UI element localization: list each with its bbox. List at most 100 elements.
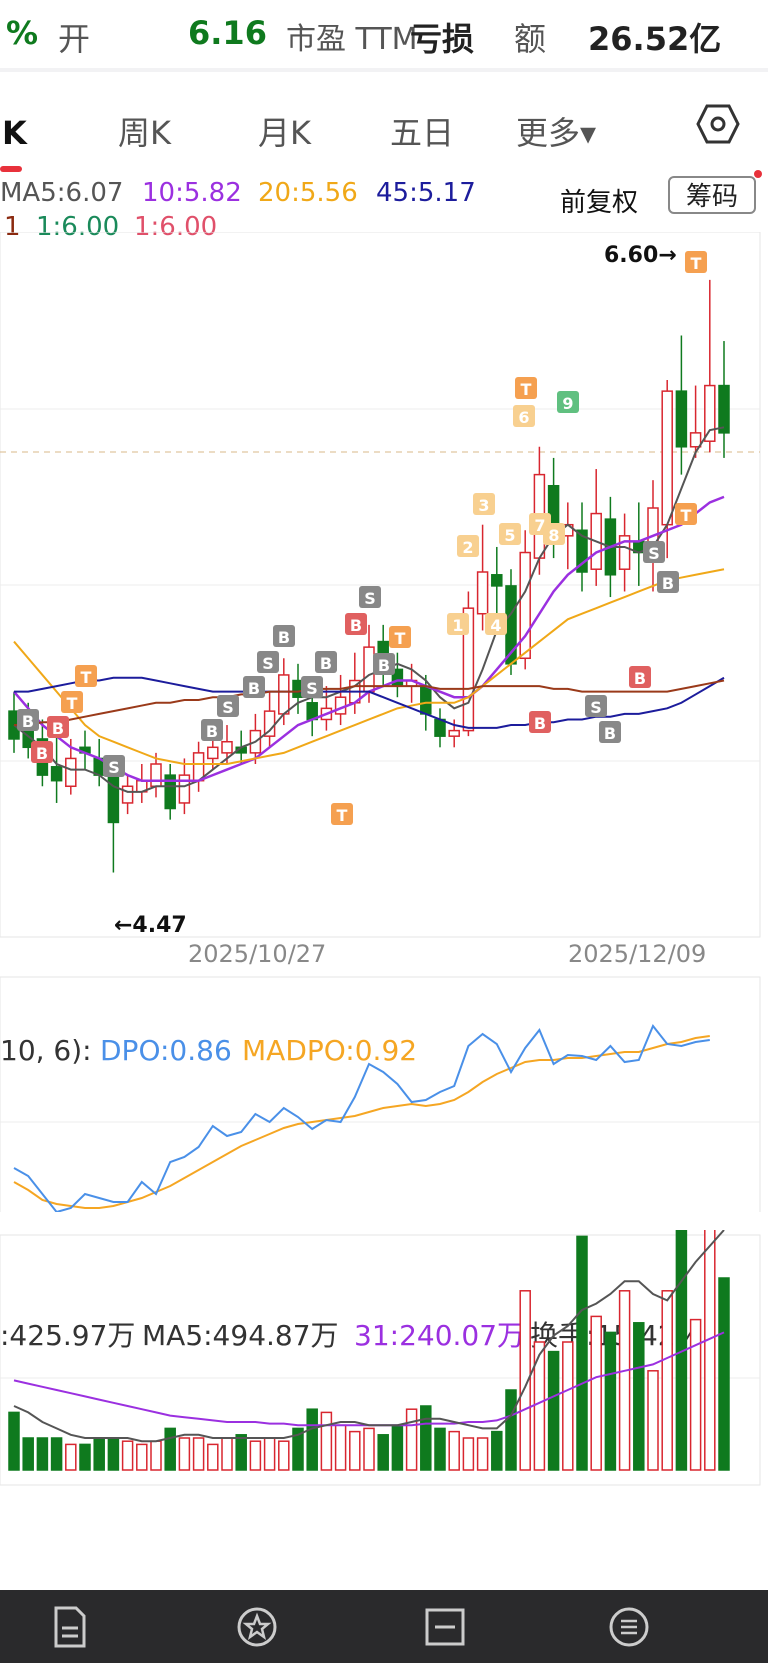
bottom-nav: [0, 1590, 768, 1663]
svg-text:B: B: [206, 722, 218, 741]
dpo-chart[interactable]: [0, 972, 768, 1212]
candle-body: [519, 551, 531, 660]
candle-body: [107, 774, 120, 824]
svg-text:T: T: [691, 254, 702, 273]
volume-bar: [334, 1424, 347, 1471]
signal-badge: S: [359, 586, 381, 608]
signal-badge: T: [515, 377, 537, 399]
price-chart[interactable]: B BBBSBSBSBBSBSBSBBBSTTTTTTT1234567896.60…: [0, 232, 768, 972]
minus-box-icon[interactable]: [422, 1604, 468, 1650]
line2-c: 1:6.00: [134, 212, 218, 242]
volume-chart[interactable]: [0, 1230, 768, 1490]
candle-body: [576, 529, 588, 573]
svg-text:B: B: [378, 656, 390, 675]
volume-bar: [377, 1434, 389, 1471]
ma-brown-line: [14, 679, 725, 727]
svg-text:B: B: [604, 724, 616, 743]
svg-text:S: S: [222, 698, 234, 717]
volume-bar: [36, 1437, 49, 1471]
svg-text:B: B: [534, 714, 546, 733]
candle-body: [476, 571, 489, 615]
volume-bar: [150, 1440, 162, 1471]
volume-bar: [136, 1443, 148, 1471]
signal-badge: B: [31, 741, 53, 763]
signal-badge: B: [243, 676, 265, 698]
signal-badge: B: [373, 653, 395, 675]
svg-text:B: B: [350, 616, 362, 635]
pe-label: 市盈 TTM: [286, 22, 418, 57]
volume-bar: [647, 1370, 659, 1471]
menu-circle-icon[interactable]: [606, 1604, 652, 1650]
ma45-line: [14, 676, 725, 729]
line2-a: 1: [4, 212, 21, 242]
volume-bar: [93, 1437, 105, 1471]
volume-bar: [79, 1443, 91, 1471]
amount-label: 额: [514, 20, 547, 58]
candle-body: [675, 390, 688, 448]
ma45-legend: 45:5.17: [376, 178, 476, 208]
svg-text:B: B: [320, 654, 332, 673]
star-circle-icon[interactable]: [234, 1604, 280, 1650]
signal-badge: T: [675, 503, 697, 525]
volume-bar: [306, 1408, 318, 1471]
svg-text:1: 1: [452, 616, 463, 635]
candle-body: [50, 766, 63, 782]
signal-badge: S: [217, 695, 239, 717]
svg-text:B: B: [22, 712, 34, 731]
svg-text:4: 4: [490, 616, 501, 635]
candle-body: [192, 752, 205, 782]
volume-bar: [50, 1437, 63, 1471]
svg-text:S: S: [590, 698, 602, 717]
adjust-toggle[interactable]: 前复权: [560, 188, 639, 218]
quote-header: % 开 6.16 市盈 TTM 亏损 额 26.52亿: [0, 0, 768, 68]
signal-badge: T: [331, 803, 353, 825]
volume-bar: [505, 1389, 517, 1471]
signal-badge: B: [201, 719, 223, 741]
active-tab-indicator: [0, 166, 22, 172]
candle-body: [718, 384, 730, 434]
volume-bar: [633, 1322, 645, 1471]
svg-text:2: 2: [462, 538, 473, 557]
volume-bar: [8, 1411, 20, 1471]
signal-badge: S: [257, 651, 279, 673]
settings-hexagon-icon[interactable]: [696, 102, 740, 146]
chip-button[interactable]: 筹码: [668, 176, 756, 214]
candle-body: [434, 718, 446, 737]
signal-badge: B: [599, 721, 621, 743]
svg-text:3: 3: [478, 496, 489, 515]
candle-body: [462, 607, 475, 732]
chart-area: MA5:6.07 10:5.82 20:5.56 45:5.17 1 1:6.0…: [0, 170, 768, 1590]
pe-value: 亏损: [410, 20, 475, 58]
tab-week-k[interactable]: 周K: [118, 114, 171, 152]
volume-bar: [235, 1434, 247, 1471]
volume-ma31: 31:240.07万: [354, 1319, 526, 1352]
svg-text:5: 5: [504, 526, 515, 545]
svg-text:8: 8: [548, 526, 559, 545]
tab-day-k[interactable]: 日K: [0, 114, 27, 152]
svg-text:T: T: [395, 629, 406, 648]
volume-bar: [675, 1230, 688, 1471]
volume-value: :425.97万: [0, 1319, 136, 1352]
high-price-label: 6.60→: [604, 243, 677, 268]
volume-bar: [391, 1424, 404, 1471]
candle-body: [704, 384, 716, 442]
candle-body: [178, 774, 191, 804]
svg-text:T: T: [67, 694, 78, 713]
svg-text:B: B: [662, 574, 674, 593]
candle-body: [363, 646, 375, 693]
tab-five-day[interactable]: 五日: [390, 114, 455, 152]
volume-bar: [462, 1437, 475, 1471]
number-badge: 8: [543, 523, 565, 545]
volume-bar: [420, 1405, 432, 1471]
signal-badge: B: [657, 571, 679, 593]
volume-bar: [320, 1411, 333, 1471]
candle-body: [207, 746, 219, 760]
document-icon[interactable]: [46, 1604, 92, 1650]
signal-badge: B: [629, 666, 651, 688]
tab-month-k[interactable]: 月K: [258, 114, 311, 152]
volume-bar: [547, 1350, 560, 1471]
tab-more[interactable]: 更多▾: [516, 114, 597, 152]
volume-bar: [562, 1341, 574, 1471]
ma10-legend: 10:5.82: [142, 178, 242, 208]
signal-badge: S: [643, 541, 665, 563]
